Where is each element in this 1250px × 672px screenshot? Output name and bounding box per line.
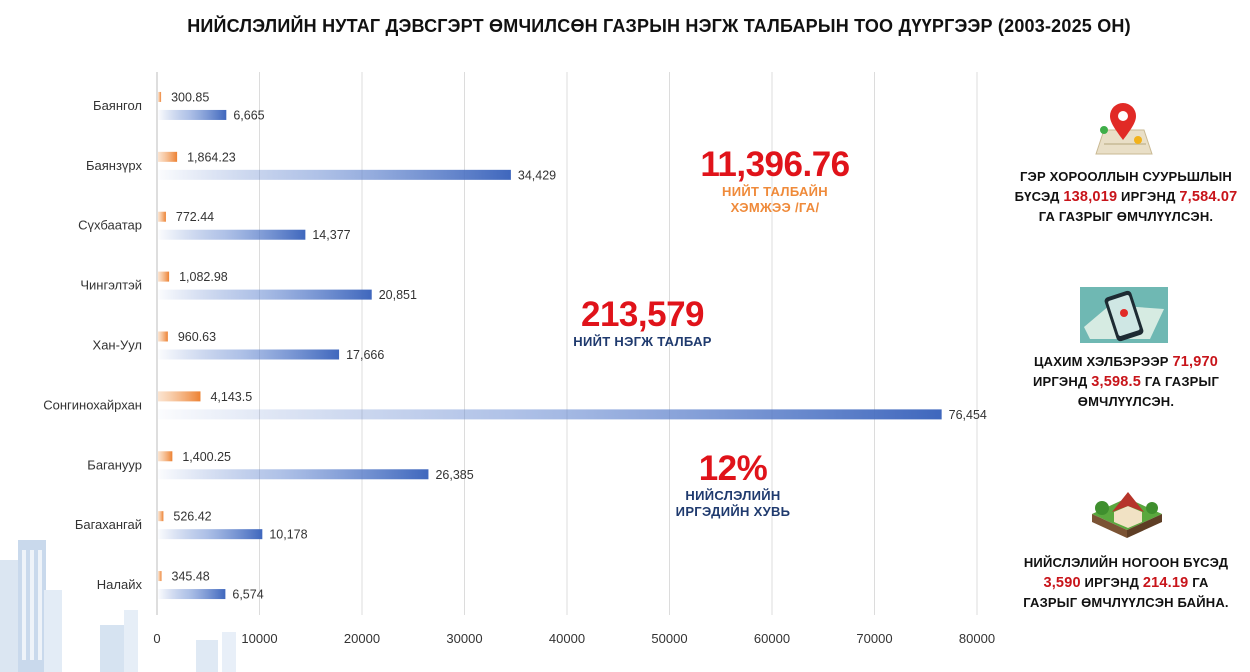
bar-value-label: 1,864.23 <box>187 150 236 164</box>
category-label: Чингэлтэй <box>80 278 142 293</box>
citizen-share-kpi: 12% НИЙСЛЭЛИЙН ИРГЭДИЙН ХУВЬ <box>663 450 803 520</box>
bar-value-label: 1,400.25 <box>182 450 231 464</box>
bar-orange <box>158 331 168 342</box>
total-area-label-1: НИЙТ ТАЛБАЙН <box>722 184 828 199</box>
total-parcels-label: НИЙТ НЭГЖ ТАЛБАР <box>573 334 712 349</box>
category-label: Налайх <box>97 577 143 592</box>
green-zone-note: НИЙСЛЭЛИЙН НОГООН БҮСЭД 3,590 ИРГЭНД 214… <box>1006 553 1246 613</box>
bar-orange <box>158 151 178 162</box>
category-label: Сонгинохайрхан <box>43 397 142 412</box>
bar-value-label: 76,454 <box>949 408 987 422</box>
ger-note-line-1: ГЭР ХОРООЛЛЫН СУУРЬШЛЫН <box>1019 169 1233 184</box>
bar-blue <box>158 109 227 120</box>
x-tick-label: 40000 <box>549 631 585 646</box>
x-tick-label: 50000 <box>651 631 687 646</box>
map-pin-icon <box>1095 103 1153 155</box>
bar-value-label: 34,429 <box>518 168 556 182</box>
total-parcels-kpi: 213,579 НИЙТ НЭГЖ ТАЛБАР <box>560 296 725 350</box>
bar-orange <box>158 391 201 402</box>
bar-blue <box>158 349 340 360</box>
bar-orange <box>158 571 162 582</box>
bar-value-label: 772.44 <box>176 210 214 224</box>
phone-map-icon <box>1080 287 1168 343</box>
grid-lines <box>259 72 978 615</box>
digital-note: ЦАХИМ ХЭЛБЭРЭЭР 71,970 ИРГЭНД 3,598.5 ГА… <box>1006 352 1246 412</box>
total-area-kpi: 11,396.76 НИЙТ ТАЛБАЙН ХЭМЖЭЭ /ГА/ <box>695 146 855 216</box>
bar-orange <box>158 451 173 462</box>
category-label: Багануур <box>87 457 142 472</box>
bar-value-label: 10,178 <box>269 528 307 542</box>
digital-note-line-1: ЦАХИМ ХЭЛБЭРЭЭР 71,970 <box>1033 354 1219 370</box>
x-tick-label: 30000 <box>446 631 482 646</box>
bar-value-label: 6,665 <box>233 108 264 122</box>
citizen-share-value: 12% <box>698 449 768 488</box>
bar-value-label: 14,377 <box>312 228 350 242</box>
bar-blue <box>158 589 226 600</box>
x-tick-label: 60000 <box>754 631 790 646</box>
bar-value-label: 26,385 <box>435 468 473 482</box>
chart-title: НИЙСЛЭЛИЙН НУТАГ ДЭВСГЭРТ ӨМЧИЛСӨН ГАЗРЫ… <box>187 16 1131 36</box>
total-area-label-2: ХЭМЖЭЭ /ГА/ <box>730 200 820 215</box>
green-note-line-3: ГАЗРЫГ ӨМЧЛҮҮЛСЭН БАЙНА. <box>1023 595 1229 610</box>
bar-orange <box>158 211 166 222</box>
bar-value-label: 345.48 <box>172 570 210 584</box>
bar-blue <box>158 469 429 480</box>
bar-value-label: 960.63 <box>178 330 216 344</box>
digital-note-line-2: ИРГЭНД 3,598.5 ГА ГАЗРЫГ <box>1032 374 1220 390</box>
bar-chart: Баянгол 300.85 6,665 Баянзүрх 1,864.23 34,429… <box>43 72 995 646</box>
digital-note-line-3: ӨМЧЛҮҮЛСЭН. <box>1077 394 1175 409</box>
total-parcels-value: 213,579 <box>580 295 705 334</box>
ger-note-line-2: БҮСЭД 138,019 ИРГЭНД 7,584.07 <box>1014 189 1238 205</box>
total-area-value: 11,396.76 <box>700 145 850 184</box>
bar-value-label: 17,666 <box>346 348 384 362</box>
category-label: Хан-Уул <box>93 338 142 353</box>
bar-blue <box>158 529 263 540</box>
ger-district-note: ГЭР ХОРООЛЛЫН СУУРЬШЛЫН БҮСЭД 138,019 ИР… <box>1006 167 1246 227</box>
bar-blue <box>158 229 306 240</box>
bar-value-label: 300.85 <box>171 90 209 104</box>
bar-orange <box>158 271 170 282</box>
bar-blue <box>158 409 942 420</box>
bar-value-label: 1,082.98 <box>179 270 228 284</box>
x-tick-label: 80000 <box>959 631 995 646</box>
bar-value-label: 4,143.5 <box>210 390 252 404</box>
x-tick-label: 70000 <box>856 631 892 646</box>
category-label: Сүхбаатар <box>78 218 142 233</box>
bar-blue <box>158 169 511 180</box>
category-label: Баянгол <box>93 98 142 113</box>
bar-value-label: 20,851 <box>379 288 417 302</box>
x-tick-label: 20000 <box>344 631 380 646</box>
category-label: Баянзүрх <box>86 158 143 173</box>
green-note-line-1: НИЙСЛЭЛИЙН НОГООН БҮСЭД <box>1023 555 1229 570</box>
bar-value-label: 6,574 <box>232 588 263 602</box>
category-label: Багахангай <box>75 517 142 532</box>
green-house-icon <box>1092 492 1162 538</box>
bar-value-label: 526.42 <box>173 510 211 524</box>
bar-orange <box>158 511 164 522</box>
x-tick-label: 10000 <box>241 631 277 646</box>
x-tick-label: 0 <box>153 631 160 646</box>
green-note-line-2: 3,590 ИРГЭНД 214.19 ГА <box>1043 575 1209 591</box>
citizen-share-label-1: НИЙСЛЭЛИЙН <box>685 488 781 503</box>
bar-blue <box>158 289 372 300</box>
citizen-share-label-2: ИРГЭДИЙН ХУВЬ <box>675 504 791 519</box>
ger-note-line-3: ГА ГАЗРЫГ ӨМЧЛҮҮЛСЭН. <box>1038 209 1214 224</box>
city-skyline-icon <box>0 540 236 672</box>
bar-orange <box>158 91 162 102</box>
